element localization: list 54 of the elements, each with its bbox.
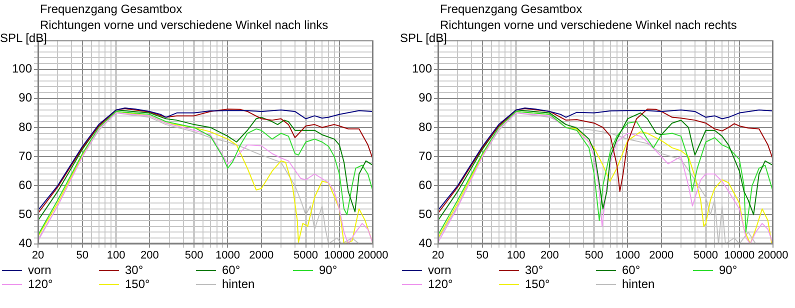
x-tick-label: 500 (584, 249, 604, 262)
y-tick-label: 80 (418, 120, 432, 134)
chart-subtitle: Richtungen vorne und verschiedene Winkel nach links (40, 18, 328, 32)
y-tick-label: 60 (418, 178, 432, 192)
x-tick-label: 10000 (324, 249, 355, 262)
y-tick-label: 40 (18, 236, 32, 250)
y-tick-label: 50 (418, 207, 432, 222)
y-tick-label: 100 (412, 62, 432, 76)
y-axis-title: SPL [dB] (0, 31, 47, 45)
x-tick-label: 50 (476, 249, 489, 262)
y-tick-label: 100 (12, 62, 32, 76)
x-tick-label: 20000 (758, 249, 788, 262)
y-tick-label: 90 (18, 90, 32, 105)
x-tick-label: 500 (184, 249, 204, 262)
y-tick-label: 90 (418, 90, 432, 105)
legend-label: 150° (525, 277, 550, 291)
y-tick-label: 60 (18, 178, 32, 192)
x-tick-label: 1000 (615, 249, 640, 262)
x-tick-label: 100 (106, 249, 126, 262)
legend-label: vorn (28, 263, 52, 277)
x-tick-label: 100 (506, 249, 526, 262)
legend-label: 60° (622, 263, 640, 277)
legend-label: vorn (428, 263, 452, 277)
chart-title: Frequenzgang Gesamtbox (440, 2, 582, 16)
x-tick-label: 20 (432, 249, 444, 262)
y-tick-label: 40 (418, 236, 432, 250)
y-tick-label: 70 (18, 148, 32, 163)
legend-label: 90° (719, 263, 738, 277)
y-tick-label: 80 (18, 120, 32, 134)
x-tick-label: 50 (76, 249, 89, 262)
legend-label: 30° (525, 263, 544, 277)
legend-label: 60° (222, 263, 240, 277)
x-tick-label: 1000 (215, 249, 240, 262)
y-tick-label: 70 (418, 148, 432, 163)
chart-subtitle: Richtungen vorne und verschiedene Winkel nach rechts (440, 18, 737, 32)
x-tick-label: 2000 (649, 249, 674, 262)
x-tick-label: 5000 (294, 249, 318, 262)
x-tick-label: 20000 (358, 249, 388, 262)
y-axis-title: SPL [dB] (400, 31, 447, 45)
x-tick-label: 200 (540, 249, 559, 262)
chart-title: Frequenzgang Gesamtbox (40, 2, 182, 16)
y-tick-label: 50 (18, 207, 32, 222)
x-tick-label: 200 (140, 249, 159, 262)
legend-label: hinten (222, 277, 255, 291)
x-tick-label: 5000 (694, 249, 718, 262)
legend-label: 120° (428, 277, 453, 291)
legend-label: 30° (125, 263, 144, 277)
legend-label: hinten (622, 277, 655, 291)
legend-label: 90° (319, 263, 338, 277)
legend-label: 120° (28, 277, 53, 291)
legend-label: 150° (125, 277, 150, 291)
x-tick-label: 2000 (249, 249, 274, 262)
x-tick-label: 20 (32, 249, 44, 262)
x-tick-label: 10000 (724, 249, 755, 262)
